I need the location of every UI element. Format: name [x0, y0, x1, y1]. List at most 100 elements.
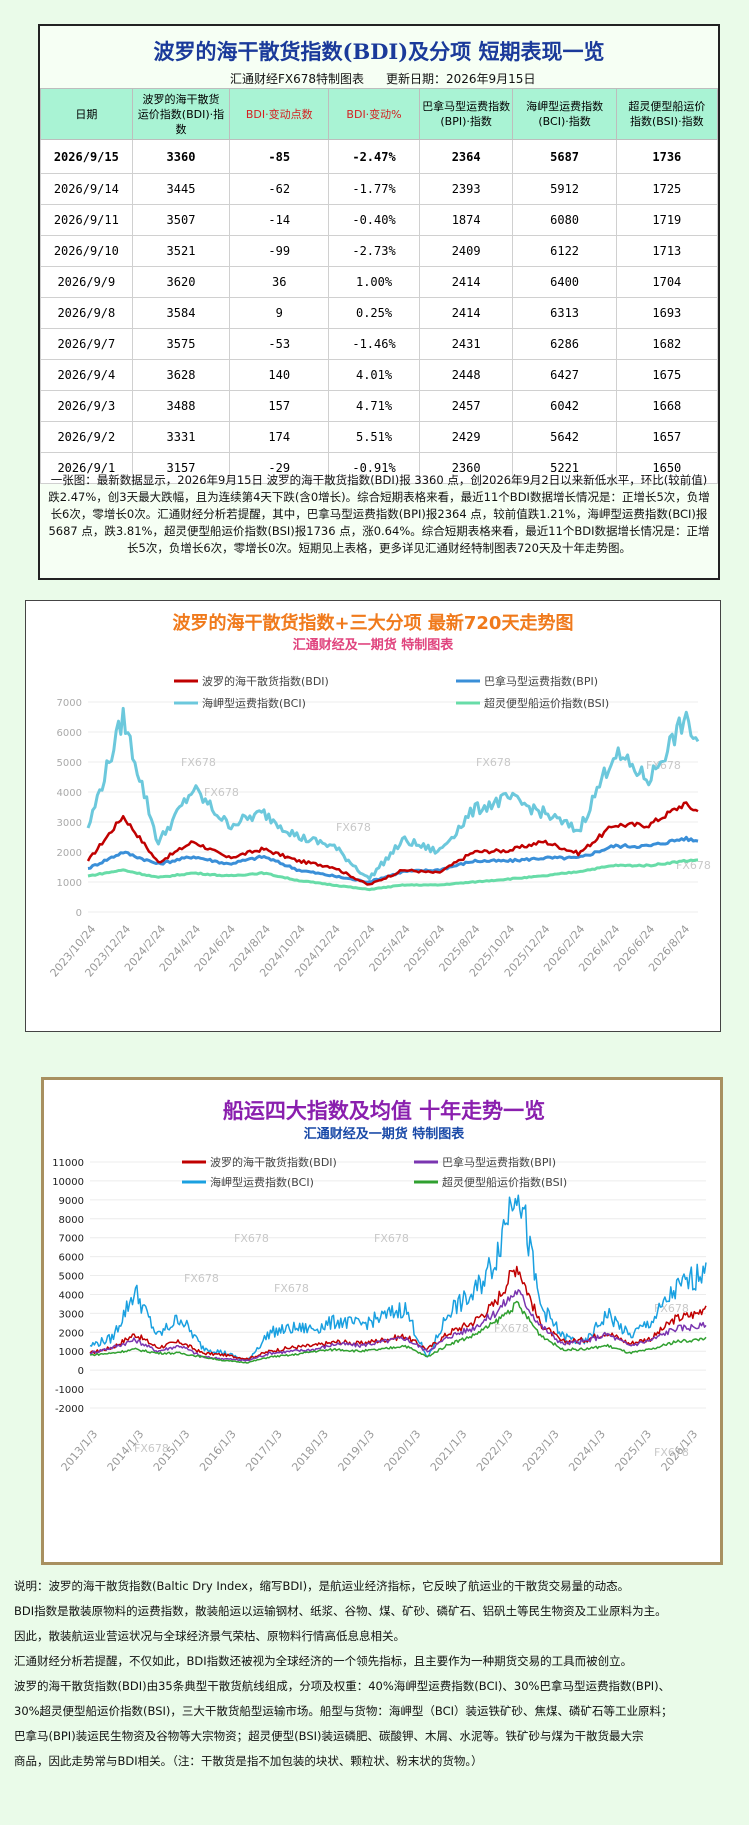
table-cell: 6122	[512, 235, 617, 267]
table-cell: 6042	[512, 390, 617, 422]
y-tick-label: 5000	[59, 1272, 84, 1283]
table-cell: 5912	[512, 173, 617, 205]
table-cell: -2.47%	[328, 139, 420, 174]
watermark: FX678	[234, 1232, 269, 1245]
table-cell: 2409	[418, 235, 514, 267]
table-cell: 3620	[131, 266, 231, 298]
table-cell: -53	[229, 328, 330, 360]
x-tick-label: 2016/1/3	[197, 1428, 239, 1474]
table-cell: 2026/9/14	[40, 173, 133, 205]
table-cell: 1736	[615, 139, 719, 174]
table-cell: 2364	[418, 139, 514, 174]
y-tick-label: 7000	[57, 698, 82, 709]
table-cell: 2026/9/4	[40, 359, 133, 391]
table-cell: 2414	[418, 297, 514, 329]
y-tick-label: 10000	[52, 1177, 84, 1188]
table-cell: 2026/9/3	[40, 390, 133, 422]
table-cell: 4.01%	[328, 359, 420, 391]
series-line	[89, 1300, 707, 1364]
table-cell: 1650	[615, 452, 719, 484]
table-cell: 2026/9/15	[40, 139, 133, 174]
x-tick-label: 2021/1/3	[428, 1428, 470, 1474]
table-cell: 5687	[512, 139, 617, 174]
table-cell: 2026/9/10	[40, 235, 133, 267]
table-cell: 36	[229, 266, 330, 298]
watermark: FX678	[494, 1322, 529, 1335]
note-line: 巴拿马(BPI)装运民生物资及谷物等大宗物资；超灵便型(BSI)装运磷肥、碳酸钾…	[14, 1729, 644, 1743]
bdi-table-panel: 波罗的海干散货指数(BDI)及分项 短期表现一览 汇通财经FX678特制图表 更…	[38, 24, 720, 580]
table-row: 2026/9/11 3507 -14 -0.40% 1874 6080 1719	[40, 204, 719, 236]
table-cell: 1.00%	[328, 266, 420, 298]
table-cell: 2414	[418, 266, 514, 298]
table-cell: 3360	[131, 139, 231, 174]
table-cell: 1668	[615, 390, 719, 422]
table-cell: 6080	[512, 204, 617, 236]
table-cell: 6313	[512, 297, 617, 329]
table-cell: 3628	[131, 359, 231, 391]
y-tick-label: 0	[76, 908, 82, 919]
x-tick-label: 2018/1/3	[289, 1428, 331, 1474]
table-update-date: 更新日期：2026年9月15日	[386, 72, 536, 86]
table-cell: 3584	[131, 297, 231, 329]
column-header: BDI·变动%	[328, 88, 420, 140]
note-line: 商品，因此走势常与BDI相关。（注：干散货是指不加包装的块状、颗粒状、粉末状的货…	[14, 1754, 483, 1768]
y-tick-label: -1000	[55, 1385, 84, 1396]
y-tick-label: 1000	[57, 878, 82, 889]
table-cell: 1682	[615, 328, 719, 360]
table-cell: 2026/9/2	[40, 421, 133, 453]
legend-entry: 巴拿马型运费指数(BPI)	[484, 674, 598, 688]
table-cell: 4.71%	[328, 390, 420, 422]
table-cell: 3445	[131, 173, 231, 205]
table-cell: 1725	[615, 173, 719, 205]
y-tick-label: 11000	[52, 1158, 84, 1169]
bdi-table: 日期 波罗的海干散货 运价指数(BDI)·指数 BDI·变动点数 BDI·变动% 巴拿马…	[40, 88, 719, 484]
watermark: FX678	[374, 1232, 409, 1245]
table-cell: 1719	[615, 204, 719, 236]
table-cell: -62	[229, 173, 330, 205]
table-cell: 2393	[418, 173, 514, 205]
note-line: 汇通财经分析若提醒，不仅如此，BDI指数还被视为全球经济的一个领先指标，且主要作…	[14, 1654, 633, 1668]
chart-10y-panel: 船运四大指数及均值 十年走势一览 汇通财经及一期货 特制图表 -2000 -1000 0…	[41, 1077, 723, 1565]
column-header: 超灵便型船运价 指数(BSI)·指数	[615, 88, 719, 140]
table-cell: 5.51%	[328, 421, 420, 453]
chart-title: 波罗的海干散货指数+三大分项 最新720天走势图	[173, 612, 574, 634]
watermark: FX678	[181, 756, 216, 769]
table-cell: 2429	[418, 421, 514, 453]
table-cell: 6286	[512, 328, 617, 360]
series-line	[86, 706, 700, 881]
watermark: FX678	[184, 1272, 219, 1285]
legend-entry: 巴拿马型运费指数(BPI)	[442, 1155, 556, 1169]
table-cell: -1.77%	[328, 173, 420, 205]
y-tick-label: 4000	[59, 1290, 84, 1301]
chart-720-panel: 波罗的海干散货指数+三大分项 最新720天走势图汇通财经及一期货 特制图表 0 10…	[25, 600, 721, 1032]
table-cell: -99	[229, 235, 330, 267]
table-cell: 3521	[131, 235, 231, 267]
table-cell: 6400	[512, 266, 617, 298]
series-line	[89, 1194, 707, 1362]
y-tick-label: 4000	[57, 788, 82, 799]
table-cell: 2457	[418, 390, 514, 422]
x-tick-label: 2017/1/3	[243, 1428, 285, 1474]
chart-subtitle: 汇通财经及一期货 特制图表	[293, 637, 455, 653]
watermark: FX678	[336, 821, 371, 834]
table-row: 2026/9/3 3488 157 4.71% 2457 6042 1668	[40, 390, 719, 422]
table-row: 2026/9/1 3157 -29 -0.91% 2360 5221 1650	[40, 452, 719, 484]
note-line: 波罗的海干散货指数(BDI)由35条典型干散货航线组成，分项及权重：40%海岬型…	[14, 1679, 671, 1693]
y-tick-label: 2000	[57, 848, 82, 859]
y-tick-label: 6000	[57, 728, 82, 739]
y-tick-label: 3000	[57, 818, 82, 829]
table-cell: 1704	[615, 266, 719, 298]
y-tick-label: 3000	[59, 1309, 84, 1320]
y-tick-label: 8000	[59, 1215, 84, 1226]
x-tick-label: 2022/1/3	[474, 1428, 516, 1474]
table-cell: 140	[229, 359, 330, 391]
y-tick-label: -2000	[55, 1404, 84, 1415]
watermark: FX678	[476, 756, 511, 769]
table-cell: 3488	[131, 390, 231, 422]
y-tick-label: 1000	[59, 1347, 84, 1358]
table-cell: 5642	[512, 421, 617, 453]
table-row: 2026/9/8 3584 9 0.25% 2414 6313 1693	[40, 297, 719, 329]
table-row: 2026/9/9 3620 36 1.00% 2414 6400 1704	[40, 266, 719, 298]
